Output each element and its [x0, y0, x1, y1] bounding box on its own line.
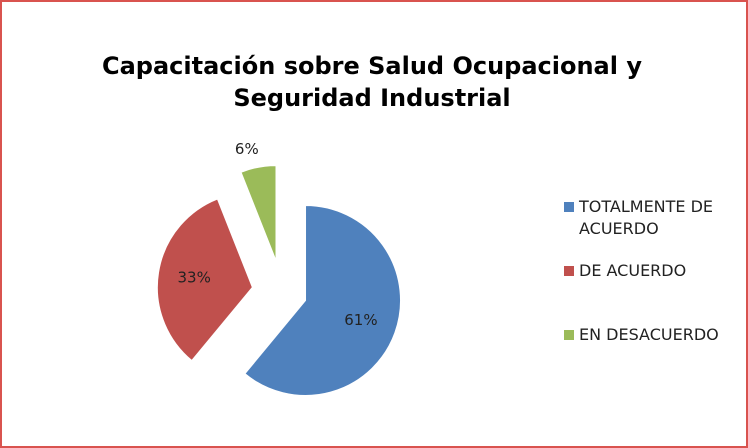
legend-item: DE ACUERDO: [564, 260, 744, 282]
chart-title: Capacitación sobre Salud Ocupacional y S…: [102, 52, 642, 112]
legend-swatch: [564, 330, 574, 340]
data-label: 61%: [344, 311, 377, 329]
data-label: 6%: [235, 140, 259, 158]
legend-swatch: [564, 202, 574, 212]
data-label: 33%: [178, 269, 211, 287]
pie-slice: [156, 198, 253, 362]
legend-label: DE ACUERDO: [579, 261, 687, 280]
pie-slice: [240, 165, 277, 261]
legend-item: TOTALMENTE DE ACUERDO: [564, 196, 744, 240]
legend-label: EN DESACUERDO: [579, 325, 719, 344]
legend-swatch: [564, 266, 574, 276]
legend-label: TOTALMENTE DE ACUERDO: [579, 197, 714, 238]
legend-item: EN DESACUERDO: [564, 324, 744, 346]
pie-slice: [244, 204, 401, 396]
